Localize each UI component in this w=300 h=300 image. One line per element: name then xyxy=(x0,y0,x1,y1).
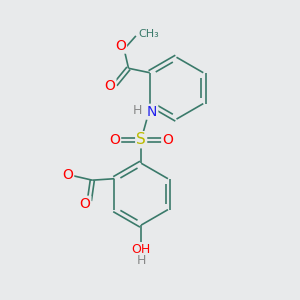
Text: S: S xyxy=(136,132,146,147)
Text: O: O xyxy=(162,133,173,147)
Text: O: O xyxy=(115,39,126,52)
Text: CH₃: CH₃ xyxy=(138,29,159,39)
Text: H: H xyxy=(62,169,71,182)
Text: O: O xyxy=(104,79,116,93)
Text: H: H xyxy=(133,104,142,117)
Text: O: O xyxy=(109,133,120,147)
Text: H: H xyxy=(136,254,146,267)
Text: O: O xyxy=(80,197,90,211)
Text: O: O xyxy=(62,168,73,182)
Text: OH: OH xyxy=(131,243,151,256)
Text: N: N xyxy=(147,105,157,119)
